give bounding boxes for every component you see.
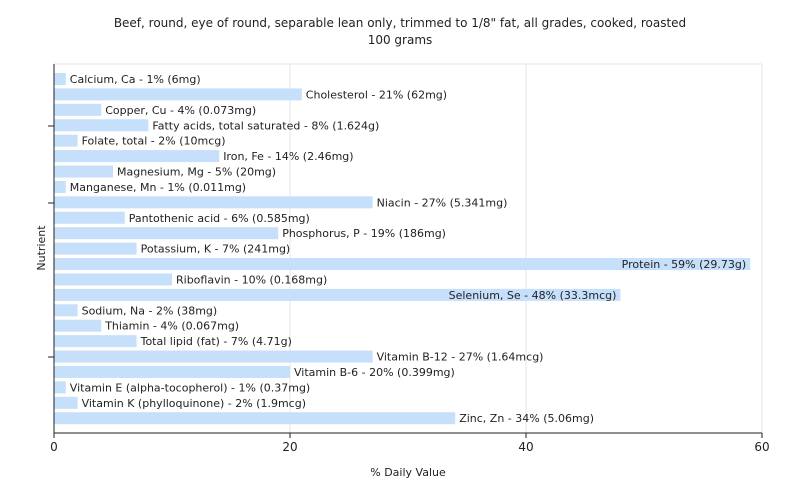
bar	[54, 73, 66, 85]
y-axis-label: Nutrient	[35, 225, 48, 271]
bar	[54, 288, 621, 301]
bar-label: Riboflavin - 10% (0.168mg)	[176, 273, 327, 286]
bar	[54, 196, 373, 209]
bar-label: Vitamin E (alpha-tocopherol) - 1% (0.37m…	[70, 381, 310, 394]
bar	[54, 134, 78, 147]
bar-label: Vitamin B-12 - 27% (1.64mcg)	[377, 351, 544, 364]
bar	[54, 335, 137, 348]
bar	[54, 180, 66, 193]
bar	[54, 88, 302, 101]
x-tick-label: 20	[282, 440, 297, 454]
bar-label: Zinc, Zn - 34% (5.06mg)	[459, 412, 594, 425]
bar	[54, 150, 220, 163]
bar	[54, 103, 102, 116]
bar-label: Folate, total - 2% (10mcg)	[82, 135, 226, 148]
bar	[54, 412, 456, 425]
bar-labels: Calcium, Ca - 1% (6mg) Cholesterol - 21% …	[70, 73, 746, 425]
chart-title: Beef, round, eye of round, separable lea…	[113, 16, 687, 30]
bar-label: Calcium, Ca - 1% (6mg)	[70, 73, 201, 86]
bar-label: Fatty acids, total saturated - 8% (1.624…	[152, 119, 379, 132]
bar-label: Niacin - 27% (5.341mg)	[377, 196, 508, 209]
bar-label: Manganese, Mn - 1% (0.011mg)	[70, 181, 246, 194]
bar-label: Pantothenic acid - 6% (0.585mg)	[129, 212, 310, 225]
bar-label: Selenium, Se - 48% (33.3mcg)	[449, 289, 617, 302]
bar-label: Vitamin K (phylloquinone) - 2% (1.9mcg)	[82, 397, 306, 410]
x-tick-label: 0	[50, 440, 58, 454]
bar	[54, 258, 751, 271]
bar	[54, 396, 78, 409]
bar-label: Thiamin - 4% (0.067mg)	[104, 320, 239, 333]
bar	[54, 304, 78, 317]
bar	[54, 273, 172, 286]
bar-label: Protein - 59% (29.73g)	[622, 258, 747, 271]
bar	[54, 365, 290, 378]
bar-label: Potassium, K - 7% (241mg)	[141, 243, 291, 256]
x-tick-label: 60	[754, 440, 769, 454]
x-ticks: 0 20 40 60	[50, 433, 770, 454]
bar	[54, 381, 66, 394]
bar-label: Copper, Cu - 4% (0.073mg)	[105, 104, 256, 117]
bar-label: Vitamin B-6 - 20% (0.399mg)	[294, 366, 455, 379]
bar-label: Sodium, Na - 2% (38mg)	[82, 304, 218, 317]
x-tick-label: 40	[518, 440, 533, 454]
bar	[54, 165, 113, 178]
bar	[54, 211, 125, 224]
bar-label: Magnesium, Mg - 5% (20mg)	[117, 166, 276, 179]
bar	[54, 350, 373, 363]
chart-subtitle: 100 grams	[367, 33, 433, 47]
bar-label: Iron, Fe - 14% (2.46mg)	[223, 150, 353, 163]
bar	[54, 119, 149, 132]
bar-label: Total lipid (fat) - 7% (4.71g)	[140, 335, 292, 348]
bar	[54, 227, 279, 240]
bars	[54, 73, 751, 425]
x-axis-label: % Daily Value	[370, 466, 446, 479]
bar	[54, 319, 102, 332]
axes	[48, 64, 762, 434]
bar-label: Phosphorus, P - 19% (186mg)	[282, 227, 446, 240]
bar	[54, 242, 137, 255]
bar-label: Cholesterol - 21% (62mg)	[306, 88, 447, 101]
